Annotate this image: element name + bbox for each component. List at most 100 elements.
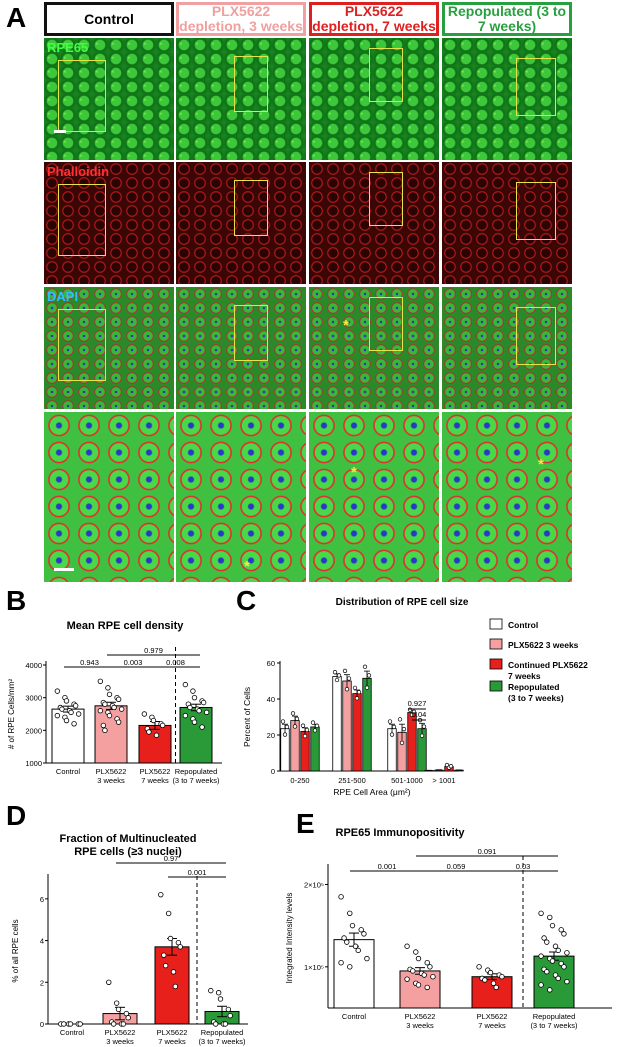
p-value-label: 0.943 (80, 658, 99, 667)
data-point (538, 953, 544, 959)
data-point (217, 996, 224, 1002)
data-point (347, 964, 353, 970)
bar-2-2 (407, 712, 417, 772)
micrograph-tile: Phalloidin (44, 162, 174, 284)
legend-swatch (489, 638, 503, 650)
data-point (415, 982, 422, 988)
data-point (106, 712, 113, 719)
micrograph-tile: * (309, 412, 439, 582)
zoom-region-box (58, 184, 106, 256)
p-value-label: 0.97 (164, 854, 179, 863)
data-point (404, 943, 410, 949)
p-value-label: 0.001 (378, 862, 397, 871)
p-value-label: 0.979 (144, 646, 163, 655)
x-tick-label: (3 to 7 weeks) (198, 1037, 246, 1046)
data-point (200, 699, 207, 706)
data-point (338, 894, 344, 900)
x-tick-label: 3 weeks (97, 776, 125, 785)
scale-bar (54, 130, 66, 133)
micrograph-tile (442, 287, 572, 409)
micrograph-tile (176, 162, 306, 284)
legend-swatch (489, 618, 503, 630)
data-point (102, 727, 108, 734)
data-point (555, 975, 561, 982)
data-point (312, 728, 318, 733)
data-point (361, 931, 367, 937)
micrograph-tile: * (442, 412, 572, 582)
micrograph-tile (176, 287, 306, 409)
panel-letter-a: A (6, 2, 27, 33)
data-point (349, 922, 356, 929)
y-axis-label: Percent of Cells (242, 687, 252, 747)
data-point (115, 1006, 122, 1013)
micrograph-tile (309, 162, 439, 284)
data-point (280, 719, 286, 724)
legend-swatch (489, 680, 503, 692)
data-point (544, 939, 550, 945)
data-point (68, 709, 74, 716)
zoom-region-box (234, 56, 268, 112)
data-point (67, 1021, 74, 1027)
data-point (162, 962, 169, 969)
star-marker: * (244, 558, 250, 575)
data-point (364, 685, 370, 690)
data-point (389, 732, 395, 737)
condition-header-2: PLX5622 depletion, 7 weeks (309, 2, 439, 36)
y-axis-label: Integrated Intensity levels (285, 893, 294, 984)
zoom-region-box (58, 60, 106, 132)
data-point (222, 1021, 229, 1027)
data-point (61, 1021, 67, 1027)
x-tick-label: Control (342, 1012, 367, 1021)
chart-title: Mean RPE cell density (67, 620, 185, 632)
data-point (544, 969, 550, 975)
data-point (347, 910, 353, 916)
condition-header-3: Repopulated (3 to 7 weeks) (442, 2, 572, 36)
data-point (336, 673, 342, 678)
p-value-label: 0.001 (188, 868, 207, 877)
data-point (310, 720, 316, 725)
data-point (77, 1021, 83, 1027)
data-point (212, 1021, 219, 1027)
data-point (558, 927, 564, 933)
data-point (547, 914, 553, 921)
p-value-label: 0.059 (447, 862, 466, 871)
data-point (352, 943, 359, 949)
data-point (203, 709, 210, 716)
condition-header-1: PLX5622 depletion, 3 weeks (176, 2, 306, 36)
data-point (100, 722, 107, 729)
data-point (191, 694, 198, 701)
data-point (125, 1015, 131, 1021)
x-tick-label: PLX5622 (405, 1012, 436, 1021)
x-tick-label: 501-1000 (391, 776, 423, 785)
data-point (59, 706, 65, 712)
y-tick-label: 20 (267, 731, 275, 740)
x-tick-label: Repopulated (201, 1028, 244, 1037)
data-point (191, 719, 198, 725)
data-point (358, 927, 364, 933)
data-point (159, 722, 166, 729)
data-point (282, 732, 288, 737)
bar-2 (154, 946, 190, 1025)
data-point (421, 724, 427, 729)
data-point (397, 717, 403, 722)
data-point (115, 696, 122, 702)
bar-1-1 (342, 680, 352, 772)
data-point (170, 969, 177, 975)
data-point (199, 724, 205, 730)
data-point (493, 984, 499, 991)
chart-title: RPE cells (≥3 nuclei) (74, 846, 182, 858)
data-point (150, 717, 157, 724)
p-value-label: 0.091 (478, 847, 497, 856)
data-point (419, 733, 425, 738)
data-point (141, 711, 148, 717)
x-tick-label: 3 weeks (106, 1037, 134, 1046)
x-tick-label: 7 weeks (478, 1021, 506, 1030)
data-point (332, 670, 338, 675)
legend-swatch (489, 658, 503, 670)
data-point (547, 987, 553, 993)
data-point (346, 676, 352, 681)
zoom-region-box (516, 182, 556, 240)
x-tick-label: Repopulated (175, 767, 218, 776)
micrograph-tile (176, 38, 306, 160)
